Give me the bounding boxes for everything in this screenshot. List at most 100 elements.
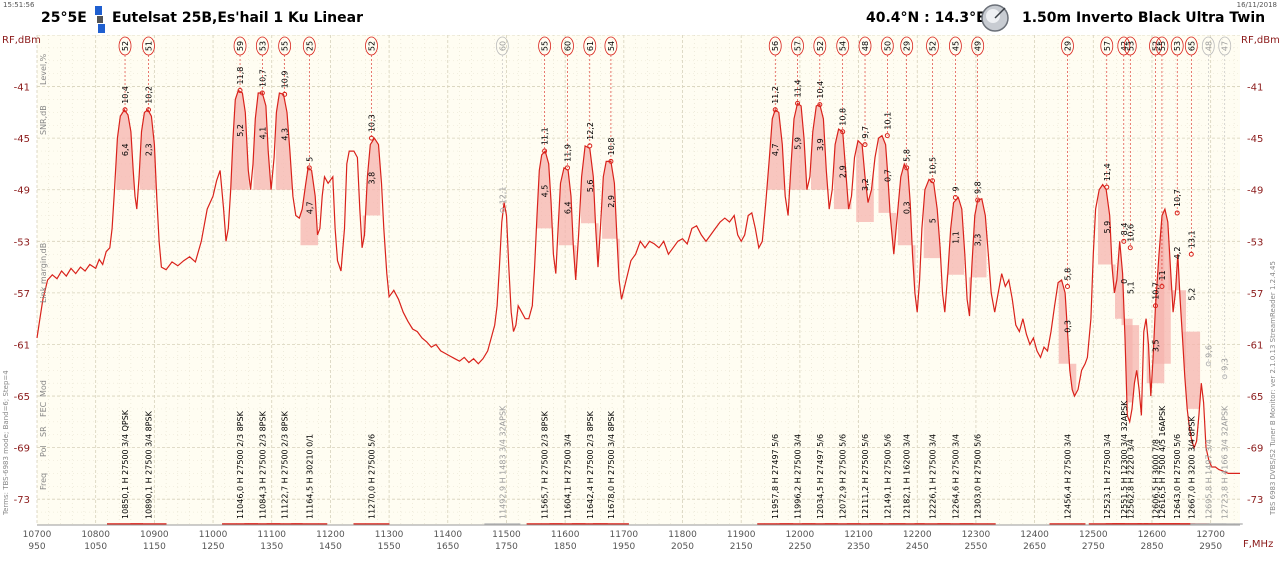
- level-value: 65: [1187, 41, 1196, 51]
- level-value: 48: [1204, 41, 1213, 51]
- margin-label: 0: [1120, 279, 1129, 284]
- y-tick-label-right: -61: [1247, 340, 1263, 351]
- peak-marker: [1121, 238, 1127, 244]
- peak-marker: [862, 142, 868, 148]
- transponder-params: 12149,1 H 27500 5/6: [883, 434, 892, 519]
- level-value: 52: [929, 41, 938, 51]
- level-badge: [971, 36, 985, 56]
- peak-marker: [499, 207, 505, 213]
- y-tick-label-left: -41: [14, 83, 30, 94]
- peak-marker: [795, 100, 801, 106]
- level-value: 54: [607, 41, 616, 51]
- transponder-fill: [766, 110, 784, 196]
- x-tick-label-mhz: 11900: [727, 530, 756, 540]
- transponder-params: 12606,5 H 3000 7/8: [1151, 439, 1160, 519]
- transponder-params: 11164,5 H 30210 0/1: [305, 434, 314, 519]
- peak-marker: [975, 197, 981, 203]
- margin-label: 5,2: [1187, 288, 1196, 301]
- snr-label: 10,7: [1173, 189, 1182, 207]
- level-badge: [1155, 36, 1169, 56]
- x-tick-label-if: 1650: [436, 542, 459, 552]
- snr-label: 10,7: [258, 69, 267, 87]
- header-bar: 15:51:56 16/11/2018 25°5E Eutelsat 25B,E…: [0, 0, 1280, 36]
- x-tick-label-if: 2650: [1023, 542, 1046, 552]
- peak-marker: [564, 165, 570, 171]
- transponder-fill: [968, 198, 987, 312]
- level-value: 57: [1103, 41, 1112, 51]
- level-badge: [926, 36, 939, 56]
- y-axis: -41 -41 -45 -45 -49 -49 -53 -53 -57 -57 -61 -61 -65 -…: [14, 83, 1264, 507]
- transponder-leaders: [124, 55, 1226, 377]
- peak-marker: [952, 194, 958, 200]
- x-tick-label-if: 1250: [202, 542, 225, 552]
- level-badge: [858, 36, 872, 56]
- y-axis-title-right: RF,dBm: [1241, 35, 1280, 46]
- transponder-params: 11642,4 H 27500 2/3 8PSK: [586, 410, 595, 519]
- margin-label: 1,1: [951, 231, 960, 244]
- dish-info: 1.50m Inverto Black Ultra Twin: [1022, 10, 1266, 26]
- peak-marker: [904, 165, 910, 171]
- margin-label: 5,1: [1126, 281, 1135, 294]
- x-tick-label-mhz: 11200: [316, 530, 345, 540]
- x-tick-label-if: 2550: [964, 542, 987, 552]
- margin-label: 0,3: [1063, 320, 1072, 333]
- level-value: 54: [839, 41, 848, 51]
- transponder-params: 12034,5 H 27497 5/6: [816, 434, 825, 519]
- transponder-params: 11604,1 H 27500 3/4: [563, 434, 572, 519]
- level-value: 48: [861, 41, 870, 51]
- peak-marker: [884, 133, 890, 139]
- peak-marker: [1222, 374, 1228, 380]
- snr-label: 10,7: [1151, 282, 1160, 300]
- margin-label: 4,3: [281, 128, 290, 141]
- x-axis: 10700 950 10800 1050 10900 1150 11000 1250 11100…: [23, 524, 1240, 552]
- peak-marker: [237, 87, 243, 93]
- margin-label: 6,4: [563, 201, 572, 214]
- x-tick-label-if: 1150: [143, 542, 166, 552]
- snr-label: 9,6: [1204, 345, 1213, 358]
- level-value: 61: [586, 41, 595, 51]
- level-badge: [495, 36, 509, 56]
- level-badge: [255, 36, 269, 56]
- peak-marker: [1127, 245, 1133, 251]
- margin-label: 3,8: [367, 172, 376, 185]
- peak-marker: [1159, 283, 1165, 289]
- transponder-params: 12456,4 H 27500 3/4: [1063, 434, 1072, 519]
- level-badge: [561, 36, 574, 56]
- y-tick-label-left: -53: [14, 237, 30, 248]
- snr-label: 11,2: [771, 86, 780, 104]
- peak-marker: [840, 129, 846, 135]
- x-tick-label-if: 2350: [847, 542, 870, 552]
- table-row-label: FEC: [39, 401, 48, 417]
- x-tick-label-mhz: 12400: [1020, 530, 1049, 540]
- transponder-params: 12723,8 H 4166 3/4 32APSK: [1221, 405, 1230, 519]
- snr-label: 11,1: [541, 127, 550, 145]
- snr-label: 10,5: [929, 157, 938, 175]
- x-tick-label-if: 2450: [906, 542, 929, 552]
- spectrum-line: [36, 89, 1240, 474]
- level-value: 53: [258, 41, 267, 51]
- level-badge: [365, 36, 378, 56]
- y-tick-label-right: -73: [1247, 495, 1263, 506]
- transponder-params: 11996,2 H 27500 3/4: [794, 434, 803, 519]
- transponder-params: 11270,0 H 27500 5/6: [367, 434, 376, 519]
- transponder-fill: [116, 109, 134, 190]
- transponder-fill: [581, 146, 599, 258]
- x-tick-label-mhz: 12500: [1079, 530, 1108, 540]
- transponder-fill: [362, 138, 381, 245]
- transponder-fill: [253, 93, 272, 190]
- peak-marker: [1064, 283, 1070, 289]
- margin-label: 5,9: [1103, 221, 1112, 234]
- level-value: 25: [305, 41, 314, 51]
- level-value: 60: [563, 41, 572, 51]
- transponder-params: 12616,5 H 7500 4/5 16APSK: [1158, 405, 1167, 519]
- transponder-fill: [1153, 209, 1171, 364]
- x-tick-label-mhz: 11000: [199, 530, 228, 540]
- level-badge: [791, 36, 804, 56]
- satellite-icon: [93, 5, 107, 35]
- level-value: 57: [794, 41, 803, 51]
- transponder-params: 12303,0 H 27500 5/6: [974, 434, 983, 519]
- snr-label: 10,2: [144, 86, 153, 104]
- x-tick-label-mhz: 11700: [610, 530, 639, 540]
- level-badge: [1100, 36, 1114, 56]
